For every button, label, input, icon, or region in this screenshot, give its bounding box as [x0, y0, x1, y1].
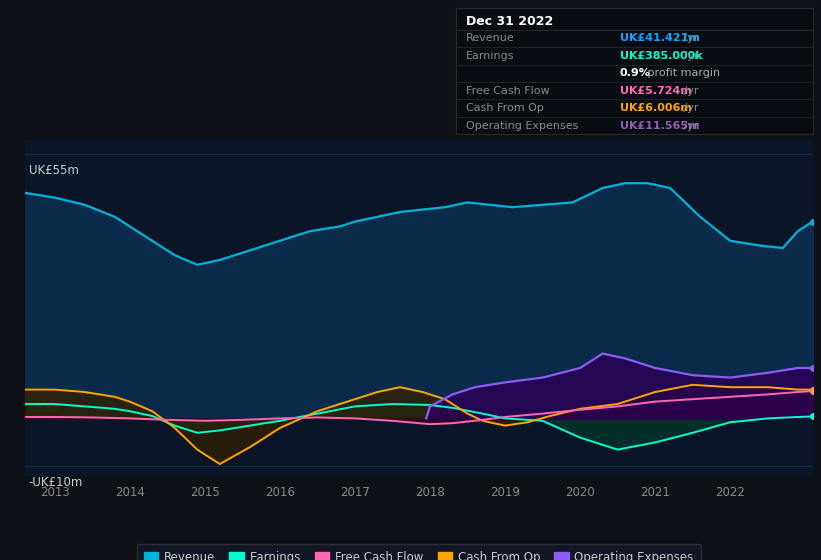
Text: /yr: /yr: [680, 51, 699, 61]
Text: Earnings: Earnings: [466, 51, 514, 61]
Text: Dec 31 2022: Dec 31 2022: [466, 15, 553, 28]
Text: UK£0: UK£0: [29, 402, 60, 415]
Text: /yr: /yr: [680, 120, 699, 130]
Text: UK£6.006m: UK£6.006m: [620, 103, 692, 113]
Text: Operating Expenses: Operating Expenses: [466, 120, 578, 130]
Text: Revenue: Revenue: [466, 34, 514, 44]
Legend: Revenue, Earnings, Free Cash Flow, Cash From Op, Operating Expenses: Revenue, Earnings, Free Cash Flow, Cash …: [136, 544, 701, 560]
Text: 0.9%: 0.9%: [620, 68, 651, 78]
Text: /yr: /yr: [680, 103, 699, 113]
Text: UK£55m: UK£55m: [29, 165, 79, 178]
Text: -UK£10m: -UK£10m: [29, 477, 83, 489]
Text: /yr: /yr: [680, 34, 699, 44]
Text: Cash From Op: Cash From Op: [466, 103, 544, 113]
Text: /yr: /yr: [680, 86, 699, 96]
Text: UK£41.421m: UK£41.421m: [620, 34, 699, 44]
Text: UK£385.000k: UK£385.000k: [620, 51, 703, 61]
Text: Free Cash Flow: Free Cash Flow: [466, 86, 549, 96]
Text: UK£11.565m: UK£11.565m: [620, 120, 699, 130]
Text: profit margin: profit margin: [644, 68, 721, 78]
Text: UK£5.724m: UK£5.724m: [620, 86, 692, 96]
